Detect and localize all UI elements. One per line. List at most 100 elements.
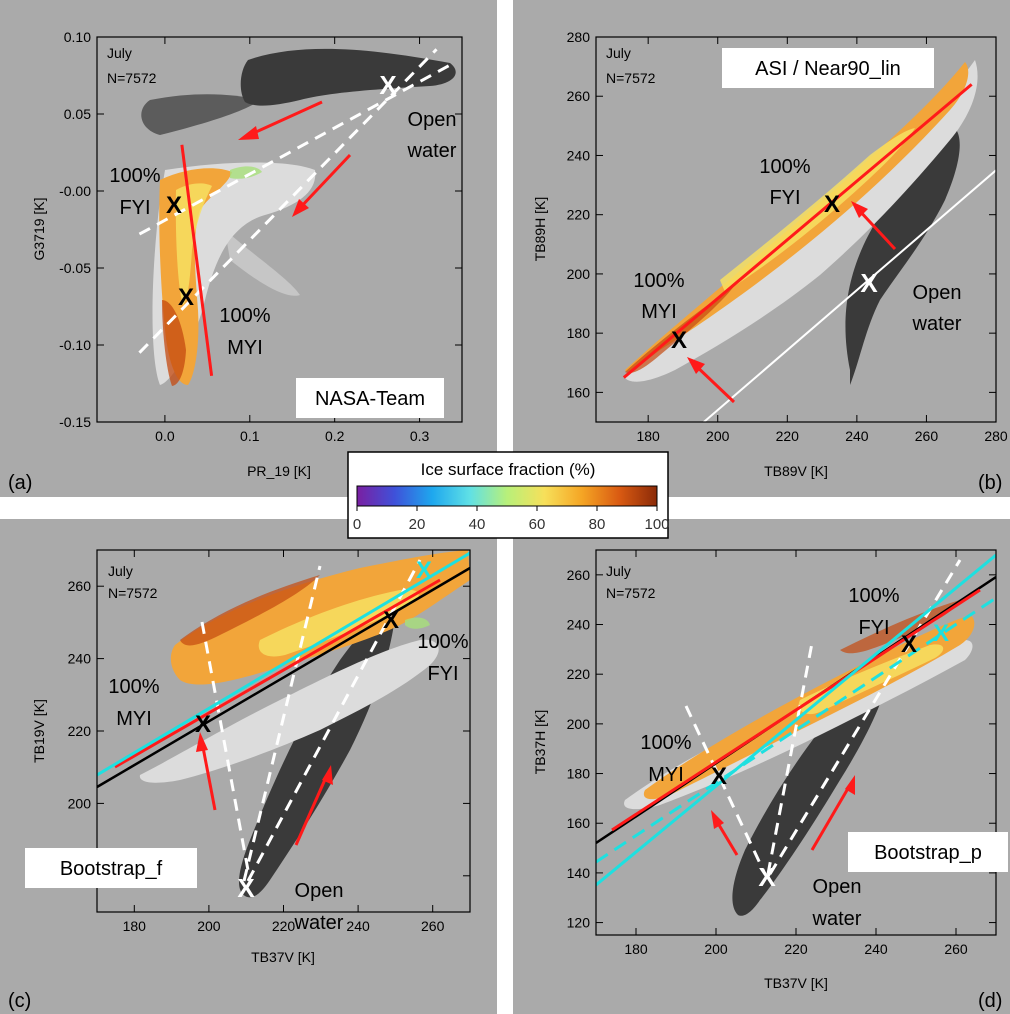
y-tick-label: 280 — [567, 29, 591, 45]
panel-b-label-ow-2: water — [912, 313, 962, 335]
y-tick-label: -0.05 — [59, 260, 91, 276]
x-tick-label: 220 — [784, 941, 808, 957]
y-tick-label: 240 — [567, 617, 591, 633]
panel-b-frame — [595, 36, 997, 423]
y-tick-label: 200 — [567, 266, 591, 282]
x-tick-label: 200 — [197, 918, 221, 934]
panel-b-label-ow-1: Open — [913, 282, 962, 304]
panel-d-cyan-dashed-line — [596, 596, 996, 864]
panel-d-ylabel: TB37H [K] — [532, 710, 548, 775]
y-tick-label: 260 — [68, 578, 92, 594]
panel-b-arrow-2-head — [687, 357, 705, 374]
panel-d-method-box — [848, 832, 1008, 872]
colorbar-tick-label: 40 — [469, 516, 486, 533]
panel-d-arrow-1 — [714, 819, 739, 856]
panel-b-yticks: 160 180 200 220 240 260 280 — [567, 29, 996, 400]
panel-c-black-line — [97, 566, 470, 789]
panel-c-arrow-1-head — [196, 732, 208, 752]
panel-c-cyan-line — [97, 551, 470, 777]
panel-a-n-text: N=7572 — [107, 70, 157, 86]
panel-a-tie-myi-marker: X — [178, 284, 194, 311]
panel-b-tie-myi-marker: X — [671, 327, 687, 354]
panel-d-panel-label: (d) — [978, 990, 1002, 1012]
panel-b-panel-label: (b) — [978, 472, 1002, 494]
y-tick-label: 220 — [68, 723, 92, 739]
panel-d: 180 200 220 240 260 120 140 160 180 200 220 240 260… — [513, 519, 1010, 1014]
panel-d-tie-fyi-marker: X — [901, 631, 917, 658]
y-tick-label: 200 — [567, 716, 591, 732]
panel-c-ice-cloud-light — [139, 639, 439, 783]
y-tick-label: 220 — [567, 666, 591, 682]
panel-c-label-ow-1: Open — [295, 880, 344, 902]
panel-a-arrow-2-head — [292, 199, 309, 217]
colorbar-tick-label: 80 — [589, 516, 606, 533]
panel-a-arrow-1 — [244, 100, 323, 139]
panel-a-ice-cloud-green — [230, 166, 262, 179]
panel-c-tie-ow-marker: X — [237, 873, 255, 903]
panel-b-overlays — [622, 83, 996, 422]
panel-d-xlabel: TB37V [K] — [764, 975, 828, 991]
colorbar-tick-label: 20 — [409, 516, 426, 533]
panel-a-method-label: NASA-Team — [315, 388, 425, 410]
panel-c-arrow-2-head — [322, 765, 333, 785]
panel-d-n-text: N=7572 — [606, 585, 656, 601]
panel-d-cyan-line — [596, 553, 996, 887]
panel-d-label-ow-1: Open — [813, 876, 862, 898]
panel-a-method-box — [296, 378, 444, 418]
x-tick-label: 0.0 — [155, 428, 175, 444]
panel-d-label-fyi-2: FYI — [858, 617, 889, 639]
panel-d-month: July — [606, 563, 631, 579]
y-tick-label: -0.10 — [59, 337, 91, 353]
panel-d-red-line — [611, 588, 981, 832]
panel-b-label-fyi-2: FYI — [769, 187, 800, 209]
y-tick-label: 140 — [567, 865, 591, 881]
panel-a-xlabel: PR_19 [K] — [247, 463, 311, 479]
y-tick-label: 240 — [567, 147, 591, 163]
panel-d-label-myi-2: MYI — [648, 764, 684, 786]
colorbar-title: Ice surface fraction (%) — [421, 460, 596, 479]
y-tick-label: 160 — [567, 384, 591, 400]
x-tick-label: 240 — [346, 918, 370, 934]
panel-b-ice-cloud-colored — [625, 62, 969, 372]
panel-b-ice-cloud-core — [720, 128, 915, 292]
panel-b-label-myi-1: 100% — [633, 270, 684, 292]
panel-a-open-water-cloud — [240, 48, 456, 106]
colorbar-tick-label: 60 — [529, 516, 546, 533]
panel-b-label-fyi-1: 100% — [759, 156, 810, 178]
y-tick-label: 180 — [567, 766, 591, 782]
panel-c-label-fyi-1: 100% — [417, 631, 468, 653]
panel-a-month: July — [107, 45, 132, 61]
panel-d-tie-ow-marker: X — [758, 862, 776, 892]
panel-b: 180 200 220 240 260 280 160 180 200 220 240 260 280… — [513, 0, 1010, 497]
panel-c-red-line — [114, 578, 441, 769]
panel-a-yticks: -0.15 -0.10 -0.05 -0.00 0.05 0.10 — [59, 29, 462, 430]
panel-a-label-myi-2: MYI — [227, 337, 263, 359]
panel-b-tie-ow-marker: X — [860, 268, 878, 298]
y-tick-label: 240 — [68, 651, 92, 667]
panel-c-label-ow-2: water — [294, 912, 344, 934]
panel-a-open-water-tail — [141, 94, 260, 135]
x-tick-label: 220 — [272, 918, 296, 934]
x-tick-label: 180 — [624, 941, 648, 957]
panel-a-arrow-1-head — [238, 126, 259, 140]
panel-a-ylabel: G3719 [K] — [31, 197, 47, 260]
panel-d-yticks: 120 140 160 180 200 220 240 260 — [567, 567, 996, 931]
x-tick-label: 0.3 — [410, 428, 430, 444]
panel-c-n-text: N=7572 — [108, 585, 158, 601]
panel-d-tie-myi-marker: X — [711, 763, 727, 790]
panel-a-label-myi-1: 100% — [219, 305, 270, 327]
y-tick-label: 0.05 — [64, 106, 91, 122]
panel-d-open-water-cloud — [732, 673, 888, 916]
y-tick-label: 260 — [567, 88, 591, 104]
panel-a-label-fyi-2: FYI — [119, 197, 150, 219]
panel-b-ow-line — [703, 169, 996, 422]
panel-a-label-ow-2: water — [407, 140, 457, 162]
x-tick-label: 260 — [421, 918, 445, 934]
panel-b-arrow-1-head — [851, 201, 868, 218]
panel-b-xlabel: TB89V [K] — [764, 463, 828, 479]
x-tick-label: 200 — [706, 428, 730, 444]
panel-a-ice-line — [180, 144, 214, 376]
x-tick-label: 260 — [944, 941, 968, 957]
